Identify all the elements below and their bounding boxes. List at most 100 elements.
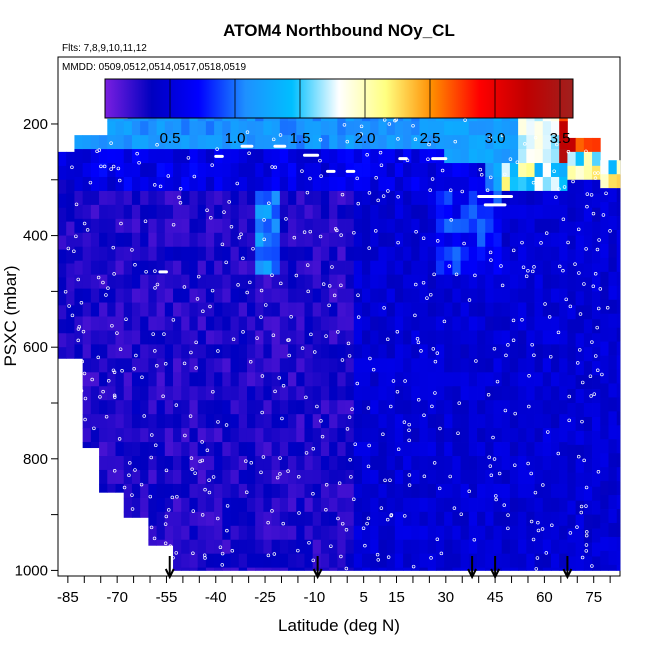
heatmap-cell xyxy=(255,330,264,345)
track-dot xyxy=(296,548,300,553)
heatmap-cell xyxy=(403,302,412,317)
heatmap-cell xyxy=(353,539,363,555)
heatmap-cell xyxy=(66,165,75,181)
heatmap-cell xyxy=(271,330,281,345)
heatmap-cell xyxy=(296,456,305,471)
heatmap-cell xyxy=(592,291,601,306)
heatmap-cell xyxy=(131,400,141,415)
track-dot xyxy=(248,280,252,285)
heatmap-cell xyxy=(230,232,240,248)
heatmap-cell xyxy=(296,442,305,457)
colorbar: 0.5 1.0 1.5 2.0 2.5 3.0 3.5 xyxy=(104,78,574,147)
heatmap-cell xyxy=(304,176,314,192)
heatmap-cell xyxy=(320,456,330,471)
track-dot xyxy=(245,130,250,134)
heatmap-cell xyxy=(164,274,174,289)
heatmap-cell xyxy=(485,400,494,415)
track-dot xyxy=(531,269,535,274)
heatmap-cell xyxy=(370,232,379,248)
heatmap-cell xyxy=(378,344,388,359)
heatmap-cell xyxy=(230,218,240,234)
heatmap-cell xyxy=(386,386,396,401)
heatmap-cell xyxy=(435,288,445,303)
heatmap-cell xyxy=(189,497,199,513)
heatmap-cell xyxy=(419,232,429,248)
track-dot xyxy=(188,414,193,418)
heatmap-cell xyxy=(559,483,568,499)
heatmap-cell xyxy=(394,414,404,429)
heatmap-cell xyxy=(608,313,618,329)
heatmap-cell xyxy=(189,539,199,555)
heatmap-cell xyxy=(370,553,379,569)
track-dot xyxy=(356,315,361,319)
heatmap-cell xyxy=(583,165,593,181)
x-tick-label: -85 xyxy=(57,589,79,606)
track-dot xyxy=(278,472,282,476)
heatmap-cell xyxy=(567,347,577,362)
heatmap-cell xyxy=(370,121,379,136)
heatmap-cell xyxy=(575,361,585,376)
heatmap-cell xyxy=(288,274,297,289)
heatmap-cell xyxy=(567,542,577,557)
heatmap-cell xyxy=(337,260,346,276)
heatmap-cell xyxy=(164,163,174,178)
heatmap-cell xyxy=(214,372,223,387)
x-tick-label: 5 xyxy=(359,589,367,606)
heatmap-cell xyxy=(329,539,338,555)
heatmap-cell xyxy=(345,149,355,164)
heatmap-cell xyxy=(575,542,585,557)
heatmap-cell xyxy=(501,511,511,527)
heatmap-cell xyxy=(370,246,379,262)
heatmap-cell xyxy=(173,553,182,569)
heatmap-cell xyxy=(131,176,141,192)
track-dot xyxy=(201,309,205,314)
track-dot xyxy=(596,171,600,175)
heatmap-cell xyxy=(608,467,618,482)
heatmap-cell xyxy=(123,497,133,513)
heatmap-cell xyxy=(550,497,560,513)
heatmap-cell xyxy=(403,274,412,289)
track-dot xyxy=(132,367,136,371)
heatmap-cell xyxy=(592,193,601,209)
heatmap-cell xyxy=(230,302,240,317)
heatmap-cell xyxy=(329,274,338,289)
heatmap-cell xyxy=(534,539,544,555)
heatmap-cell xyxy=(230,274,240,289)
track-dot xyxy=(403,514,407,518)
heatmap-cell xyxy=(370,330,379,345)
heatmap-cell xyxy=(246,330,256,345)
track-dot xyxy=(161,394,165,399)
track-dot xyxy=(503,408,508,413)
heatmap-cell xyxy=(411,525,420,541)
heatmap-cell xyxy=(444,497,453,513)
track-dot xyxy=(557,187,561,191)
heatmap-cell xyxy=(353,316,363,331)
heatmap-cell xyxy=(427,274,437,289)
track-dot xyxy=(183,433,187,438)
heatmap-cell xyxy=(345,344,355,359)
heatmap-cell xyxy=(74,260,84,276)
heatmap-cell xyxy=(616,341,621,356)
heatmap-cell xyxy=(320,497,330,513)
heatmap-cell xyxy=(592,444,601,460)
track-dot xyxy=(259,470,263,475)
heatmap-cell xyxy=(288,176,297,192)
track-dot xyxy=(500,133,505,138)
heatmap-cell xyxy=(181,372,190,387)
heatmap-cell xyxy=(542,274,552,289)
heatmap-cell xyxy=(296,414,305,429)
heatmap-cell xyxy=(501,330,511,345)
heatmap-cell xyxy=(583,542,593,557)
track-dot xyxy=(543,302,547,306)
heatmap-cell xyxy=(542,442,552,457)
heatmap-cell xyxy=(90,372,100,387)
heatmap-cell xyxy=(58,179,67,195)
track-dot xyxy=(112,272,116,276)
heatmap-cell xyxy=(205,442,215,457)
heatmap-cell xyxy=(312,456,322,471)
heatmap-cell xyxy=(246,288,256,303)
heatmap-cell xyxy=(534,428,544,443)
track-dot xyxy=(352,497,356,502)
heatmap-cell xyxy=(148,372,157,387)
heatmap-cell xyxy=(542,456,552,471)
